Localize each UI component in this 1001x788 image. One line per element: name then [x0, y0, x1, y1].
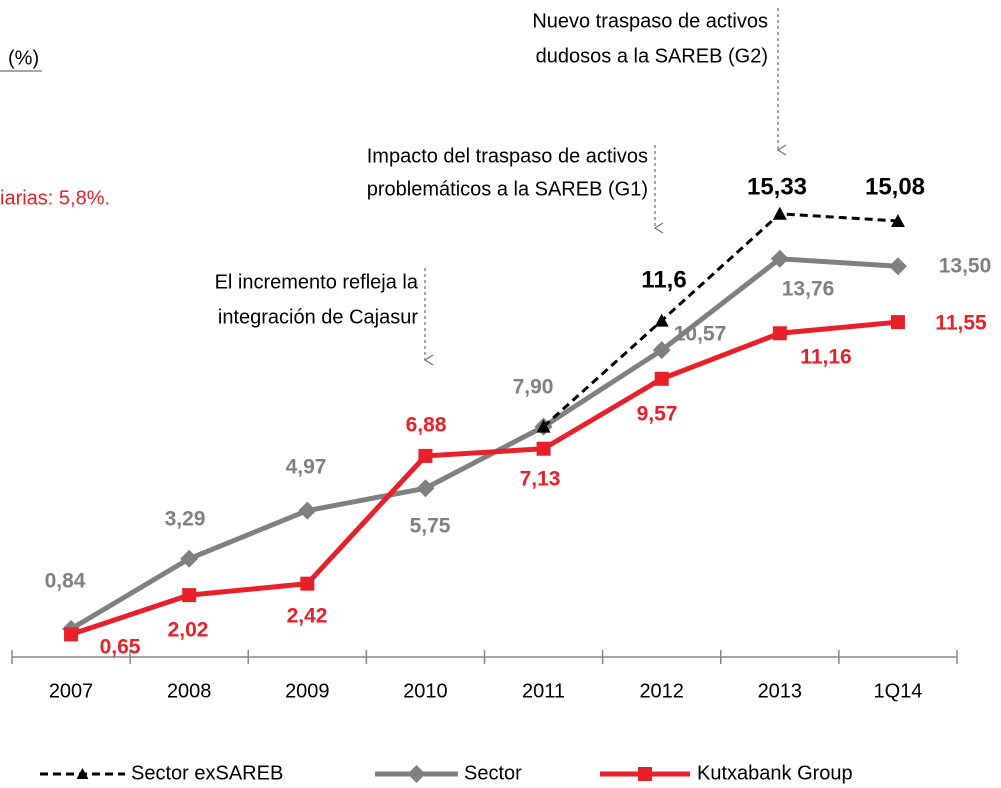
data-label: 15,08: [865, 173, 925, 200]
point-marker: [300, 576, 315, 591]
point-marker: [654, 371, 669, 386]
point-marker: [654, 313, 669, 327]
annotation: integración de Cajasur: [218, 306, 418, 328]
point-marker: [180, 549, 199, 568]
data-label: 3,29: [165, 508, 206, 531]
legend-label: Sector: [464, 762, 522, 784]
data-label: 11,55: [935, 312, 987, 335]
point-marker: [298, 501, 317, 520]
legend-marker: [407, 765, 426, 783]
data-label: 11,6: [641, 266, 686, 293]
data-label: 4,97: [286, 456, 327, 479]
legend-marker: [638, 767, 652, 781]
point-marker: [536, 441, 551, 456]
point-marker: [772, 206, 787, 220]
point-marker: [182, 588, 197, 603]
data-label: 13,76: [782, 278, 835, 301]
unit-fragment: (%): [8, 47, 39, 69]
legend-marker: [76, 768, 89, 779]
data-label: 0,65: [100, 636, 141, 659]
point-marker: [770, 249, 789, 268]
x-tick-label: 2010: [403, 680, 448, 702]
data-label: 9,57: [637, 403, 678, 426]
x-tick-label: 1Q14: [873, 680, 922, 702]
point-marker: [888, 257, 907, 276]
point-marker: [536, 419, 551, 433]
data-label: 5,75: [410, 515, 451, 538]
annotation: Impacto del traspaso de activos: [367, 145, 648, 167]
point-marker: [418, 448, 433, 463]
data-label: 10,57: [674, 323, 727, 346]
point-marker: [890, 213, 905, 227]
point-marker: [772, 326, 787, 341]
point-marker: [652, 341, 671, 360]
data-label: 11,16: [800, 346, 851, 369]
annotation: problemáticos a la SAREB (G1): [367, 178, 648, 200]
x-tick-label: 2012: [639, 680, 684, 702]
data-label: 7,90: [513, 376, 554, 399]
series-line: [542, 212, 899, 428]
data-label: 0,84: [45, 570, 86, 593]
x-tick-label: 2013: [758, 680, 803, 702]
point-marker: [64, 627, 79, 642]
data-label: 6,88: [406, 414, 447, 437]
x-tick-label: 2009: [285, 680, 330, 702]
x-tick-label: 2007: [49, 680, 94, 702]
note-fragment: iarias: 5,8%.: [0, 187, 110, 209]
series-line: [69, 256, 899, 632]
point-marker: [890, 315, 905, 330]
data-label: 2,42: [287, 605, 328, 628]
data-label: 13,50: [939, 255, 992, 278]
series-line: [70, 319, 899, 637]
point-marker: [416, 479, 435, 498]
x-tick-label: 2008: [167, 680, 212, 702]
x-tick-label: 2011: [522, 680, 565, 702]
data-label: 2,02: [168, 619, 209, 642]
annotation: dudosos a la SAREB (G2): [536, 45, 768, 67]
data-label: 7,13: [520, 468, 561, 491]
data-label: 15,33: [747, 173, 807, 200]
legend-label: Sector exSAREB: [131, 762, 283, 784]
legend-label: Kutxabank Group: [697, 762, 853, 784]
annotation: El incremento refleja la: [215, 271, 419, 293]
annotation: Nuevo traspaso de activos: [532, 10, 768, 32]
